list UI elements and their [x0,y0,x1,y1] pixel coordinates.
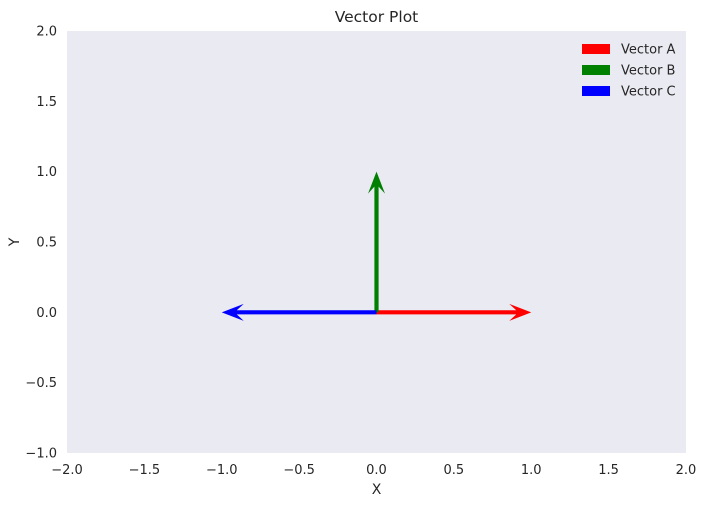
y-tick-label: 2.0 [36,25,57,40]
x-tick-label: 0.5 [444,463,465,478]
x-tick-label: −2.0 [51,463,83,478]
y-tick-label: 0.5 [36,236,57,251]
x-tick-label: 2.0 [676,463,697,478]
y-axis-label: Y [7,237,23,247]
x-tick-label: −1.0 [206,463,238,478]
x-tick-label: −0.5 [283,463,315,478]
x-axis-label: X [372,482,382,498]
y-tick-label: 1.5 [36,95,57,110]
x-tick-labels: −2.0 −1.5 −1.0 −0.5 0.0 0.5 1.0 1.5 2.0 [51,463,696,478]
legend-swatch [582,86,610,96]
x-tick-label: 1.0 [521,463,542,478]
legend: Vector A Vector B Vector C [574,37,680,105]
x-tick-label: 0.0 [366,463,387,478]
legend-label: Vector A [621,43,676,58]
y-tick-label: 1.0 [36,165,57,180]
y-tick-label: 0.0 [36,306,57,321]
vector-arrow-vector-b [368,171,385,313]
x-tick-label: −1.5 [129,463,161,478]
vector-layer [221,171,532,321]
legend-swatch [582,44,610,54]
y-tick-labels: −1.0 −0.5 0.0 0.5 1.0 1.5 2.0 [25,25,57,462]
y-tick-label: −0.5 [25,376,57,391]
vector-arrow-vector-a [376,303,532,321]
vector-arrow-vector-c [221,303,377,321]
legend-swatch [582,65,610,75]
chart-title: Vector Plot [335,8,419,26]
legend-label: Vector B [621,64,675,79]
y-tick-label: −1.0 [25,447,57,462]
x-tick-label: 1.5 [598,463,619,478]
legend-label: Vector C [621,85,676,100]
